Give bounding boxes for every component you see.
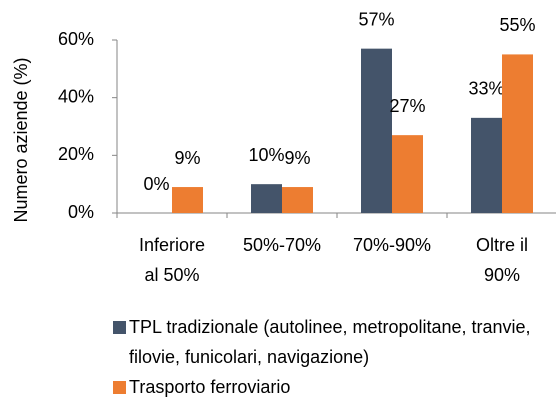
value-label: 9% xyxy=(284,148,310,168)
legend-swatch xyxy=(113,321,126,334)
y-tick-label: 0% xyxy=(68,202,94,222)
y-tick-label: 60% xyxy=(58,29,94,49)
y-axis-label: Numero aziende (%) xyxy=(11,57,31,222)
legend-item: Trasporto ferroviario xyxy=(113,372,549,402)
value-label: 33% xyxy=(468,79,504,99)
value-label: 0% xyxy=(143,174,169,194)
bar xyxy=(251,184,282,213)
bar xyxy=(392,135,423,213)
bar xyxy=(282,187,313,213)
value-label: 10% xyxy=(248,145,284,165)
legend-label: Trasporto ferroviario xyxy=(129,377,291,397)
legend-label: TPL tradizionale (autolinee, metropolita… xyxy=(129,317,531,367)
y-tick-label: 20% xyxy=(58,144,94,164)
x-tick-label: Inferiore al 50% xyxy=(138,235,206,285)
value-label: 55% xyxy=(499,15,535,35)
legend-item: TPL tradizionale (autolinee, metropolita… xyxy=(113,312,549,372)
bar xyxy=(172,187,203,213)
value-label: 27% xyxy=(389,96,425,116)
x-tick-label: 50%-70% xyxy=(242,235,322,255)
legend-swatch xyxy=(113,381,126,394)
bar xyxy=(502,54,533,213)
value-label: 57% xyxy=(358,9,394,29)
y-tick-label: 40% xyxy=(58,86,94,106)
x-tick-label: Oltre il 90% xyxy=(475,235,528,285)
x-tick-label: 70%-90% xyxy=(352,235,432,255)
bar xyxy=(471,117,502,213)
bar xyxy=(361,48,392,214)
value-label: 9% xyxy=(174,148,200,168)
